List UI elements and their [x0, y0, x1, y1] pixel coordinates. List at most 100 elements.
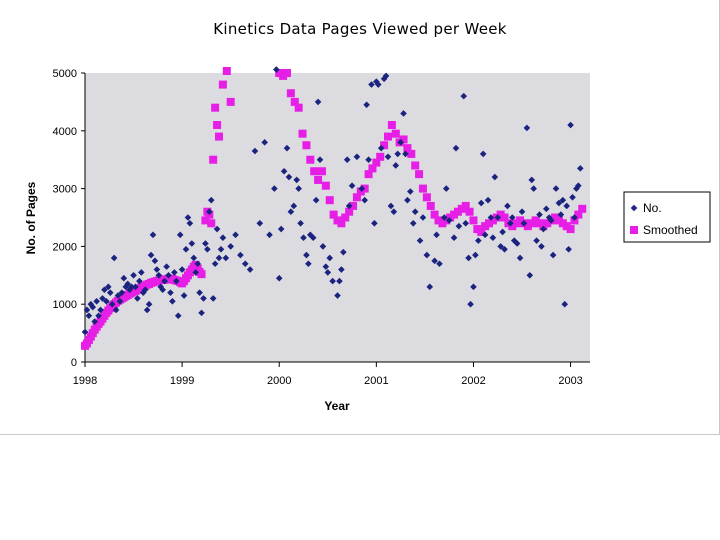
raw-point [305, 260, 312, 268]
raw-point [167, 289, 174, 296]
raw-point [93, 298, 100, 305]
raw-point [124, 280, 132, 288]
legend-square [630, 226, 638, 234]
raw-point [110, 254, 118, 262]
raw-point [122, 283, 130, 291]
raw-point [118, 289, 126, 296]
raw-point [390, 208, 398, 216]
raw-point [348, 182, 356, 190]
raw-point [196, 289, 203, 296]
raw-point [251, 147, 259, 155]
series-no [81, 66, 584, 336]
raw-point [565, 245, 572, 253]
raw-point [397, 139, 404, 146]
raw-point [382, 72, 390, 80]
raw-point [120, 274, 128, 282]
raw-point [182, 245, 190, 253]
raw-point [290, 202, 298, 210]
legend-marker-smoothed [630, 226, 638, 234]
raw-point [149, 231, 157, 239]
legend-label-smoothed: Smoothed [643, 223, 698, 237]
smoothed-point [317, 167, 326, 176]
raw-point [547, 217, 555, 224]
raw-point [361, 196, 368, 204]
smoothed-point [215, 132, 224, 141]
raw-point [455, 222, 463, 230]
raw-point [452, 144, 460, 152]
raw-point [487, 214, 495, 221]
raw-point [138, 269, 145, 276]
raw-point [540, 225, 547, 233]
raw-point [97, 306, 104, 314]
raw-point [106, 289, 114, 296]
raw-point [280, 167, 288, 175]
raw-point [89, 303, 97, 311]
raw-point [497, 243, 504, 250]
raw-point [215, 254, 223, 262]
x-tick-label: 2001 [364, 375, 388, 387]
raw-point [499, 228, 506, 236]
raw-point [169, 298, 176, 305]
smoothed-point [352, 193, 361, 202]
raw-point [518, 208, 526, 216]
raw-point [103, 298, 110, 305]
raw-point [237, 251, 244, 259]
smoothed-point [461, 201, 470, 210]
raw-point [555, 199, 563, 207]
smoothed-point [364, 170, 373, 179]
raw-point [132, 283, 139, 291]
smoothed-point [578, 204, 587, 213]
raw-point [470, 283, 477, 291]
raw-point [549, 251, 557, 259]
raw-point [472, 251, 479, 259]
x-tick-label: 2000 [267, 375, 291, 387]
raw-point [112, 306, 120, 314]
raw-point [340, 248, 347, 256]
raw-point [569, 193, 576, 201]
raw-point [542, 205, 550, 213]
raw-point [207, 196, 215, 204]
smoothed-point [207, 219, 216, 228]
raw-point [365, 156, 372, 163]
raw-point [501, 245, 508, 253]
smoothed-point [321, 181, 330, 190]
raw-point [345, 202, 353, 210]
raw-point [326, 254, 334, 262]
raw-point [481, 231, 489, 239]
raw-point [491, 173, 499, 181]
raw-point [516, 254, 524, 262]
raw-point [128, 283, 135, 291]
raw-point [409, 219, 417, 227]
x-tick-label: 2002 [461, 375, 485, 387]
raw-point [194, 260, 201, 268]
raw-point [530, 185, 537, 192]
raw-point [353, 153, 361, 161]
raw-point [387, 202, 395, 210]
smoothed-point [325, 196, 334, 205]
y-tick-label: 0 [71, 357, 77, 369]
raw-point [467, 300, 474, 308]
raw-point [445, 217, 453, 224]
raw-point [423, 251, 431, 259]
raw-point [217, 245, 225, 253]
raw-point [261, 139, 268, 146]
raw-point [368, 81, 375, 88]
smoothed-point [341, 213, 350, 222]
raw-point [411, 208, 419, 216]
raw-point [91, 318, 99, 325]
raw-point [384, 153, 392, 161]
raw-point [277, 225, 285, 233]
smoothed-point [403, 144, 412, 153]
axes [84, 73, 590, 363]
raw-point [176, 231, 184, 239]
x-ticks: 1998 1999 2000 2001 2002 2003 [73, 362, 583, 387]
raw-point [557, 211, 565, 218]
raw-point [329, 277, 336, 285]
y-axis-label: No. of Pages [24, 181, 38, 254]
chart-title: Kinetics Data Pages Viewed per Week [213, 20, 507, 38]
smoothed-point [211, 103, 220, 112]
raw-point [336, 277, 343, 285]
raw-point [484, 196, 492, 204]
raw-point [436, 260, 443, 268]
raw-point [295, 185, 302, 192]
